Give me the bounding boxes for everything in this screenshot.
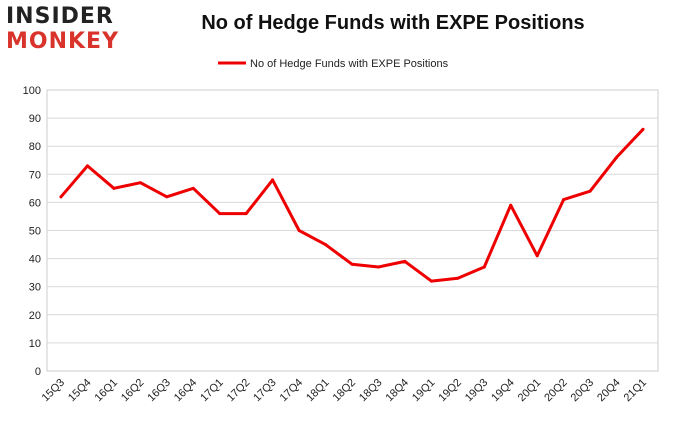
x-tick-label: 17Q2 — [225, 377, 253, 405]
data-point — [350, 262, 354, 266]
data-point — [138, 181, 142, 185]
data-point — [535, 254, 539, 258]
y-tick-label: 100 — [23, 85, 41, 97]
x-tick-label: 18Q2 — [331, 377, 359, 405]
x-tick-label: 15Q4 — [66, 377, 94, 405]
x-tick-label: 20Q2 — [542, 377, 570, 405]
data-point — [641, 127, 645, 131]
x-tick-label: 16Q1 — [93, 377, 121, 405]
x-tick-label: 20Q3 — [569, 377, 597, 405]
data-point — [165, 195, 169, 199]
data-point — [324, 243, 328, 247]
data-point — [456, 276, 460, 280]
y-tick-label: 20 — [29, 310, 41, 322]
data-point — [482, 265, 486, 269]
data-point — [218, 212, 222, 216]
logo-line-1: INSIDER — [6, 4, 114, 29]
data-point — [271, 178, 275, 182]
x-tick-label: 19Q1 — [410, 377, 438, 405]
x-tick-label: 21Q1 — [622, 377, 650, 405]
y-tick-label: 80 — [29, 141, 41, 153]
y-tick-label: 70 — [29, 169, 41, 181]
x-tick-label: 15Q3 — [40, 377, 68, 405]
chart-title: No of Hedge Funds with EXPE Positions — [201, 12, 585, 34]
grid-lines — [47, 117, 658, 344]
x-tick-label: 20Q4 — [595, 377, 623, 405]
y-tick-label: 0 — [35, 366, 41, 378]
x-tick-label: 16Q4 — [172, 377, 200, 405]
x-tick-label: 17Q3 — [251, 377, 279, 405]
data-point — [112, 186, 116, 190]
y-tick-label: 50 — [29, 226, 41, 238]
x-tick-label: 16Q3 — [145, 377, 173, 405]
logo-line-2: MONKEY — [6, 29, 120, 54]
x-tick-label: 18Q1 — [304, 377, 332, 405]
x-axis-ticks: 15Q315Q416Q116Q216Q316Q417Q117Q217Q317Q4… — [40, 377, 650, 405]
x-tick-label: 17Q1 — [198, 377, 226, 405]
data-point — [509, 203, 513, 207]
data-point — [615, 155, 619, 159]
data-point — [562, 198, 566, 202]
x-tick-label: 16Q2 — [119, 377, 147, 405]
x-tick-label: 19Q4 — [489, 377, 517, 405]
data-point — [297, 229, 301, 232]
insider-monkey-logo: INSIDER MONKEY — [6, 4, 126, 54]
data-point — [376, 265, 380, 269]
y-tick-label: 10 — [29, 338, 41, 350]
data-point — [244, 212, 248, 216]
x-tick-label: 18Q4 — [384, 377, 412, 405]
x-tick-label: 19Q3 — [463, 377, 491, 405]
data-point — [59, 195, 63, 199]
data-point — [588, 189, 592, 193]
x-tick-label: 18Q3 — [357, 377, 385, 405]
legend: No of Hedge Funds with EXPE Positions — [218, 58, 449, 70]
data-point — [191, 186, 195, 190]
y-tick-label: 60 — [29, 197, 41, 209]
x-tick-label: 19Q2 — [436, 377, 464, 405]
data-point — [429, 279, 433, 283]
x-tick-label: 20Q1 — [516, 377, 544, 405]
y-tick-label: 30 — [29, 282, 41, 294]
y-tick-label: 40 — [29, 254, 41, 266]
y-tick-label: 90 — [29, 113, 41, 125]
y-axis-ticks: 0 10 20 30 40 50 60 70 80 90 100 — [23, 85, 41, 378]
data-point — [403, 259, 407, 263]
series-lines — [59, 127, 645, 283]
x-tick-label: 17Q4 — [278, 377, 306, 405]
legend-label: No of Hedge Funds with EXPE Positions — [250, 58, 449, 70]
data-point — [85, 164, 89, 168]
